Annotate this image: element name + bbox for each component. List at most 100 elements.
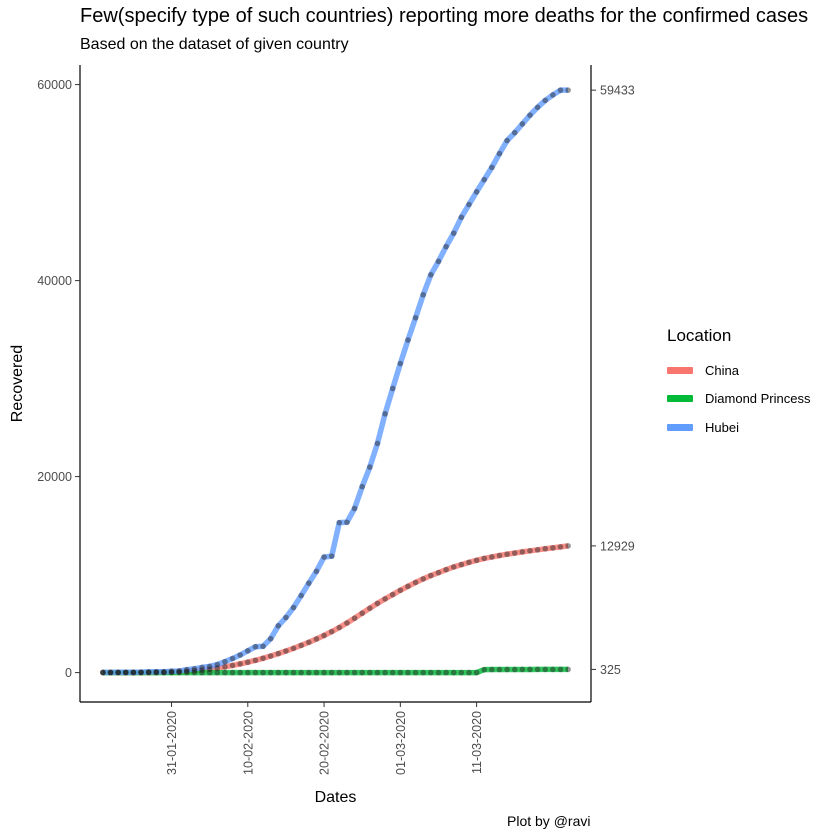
data-point-diamond-princess — [229, 669, 236, 676]
chart-title: Few(specify type of such countries) repo… — [80, 5, 809, 27]
data-point-china — [420, 576, 427, 582]
data-point-diamond-princess — [100, 669, 106, 676]
data-point-china — [458, 561, 465, 568]
data-point-china — [298, 642, 304, 649]
data-point-china — [244, 659, 251, 666]
data-point-diamond-princess — [481, 666, 488, 673]
data-point-china — [267, 653, 274, 659]
data-point-diamond-princess — [115, 669, 121, 676]
data-point-hubei — [306, 580, 312, 586]
data-point-diamond-princess — [489, 666, 495, 673]
data-point-china — [122, 669, 129, 676]
data-point-diamond-princess — [389, 669, 396, 676]
data-point-hubei — [557, 87, 564, 93]
y-tick-label: 0 — [65, 666, 72, 680]
data-point-diamond-princess — [450, 669, 457, 676]
legend: Location China Diamond Princess Hubei — [667, 326, 811, 442]
x-tick-label: 20-02-2020 — [318, 711, 332, 775]
data-point-china — [374, 600, 381, 607]
data-point-hubei — [344, 519, 350, 526]
data-point-diamond-princess — [336, 669, 343, 676]
data-point-china — [359, 610, 365, 617]
x-axis-title: Dates — [315, 789, 357, 806]
data-point-china — [206, 666, 213, 672]
series-line-hubei — [102, 87, 569, 676]
data-point-diamond-princess — [199, 669, 205, 676]
data-point-hubei — [214, 661, 221, 668]
data-point-diamond-princess — [130, 669, 137, 676]
data-point-china — [290, 645, 297, 652]
data-point-china — [222, 664, 228, 670]
data-point-hubei — [260, 643, 266, 650]
data-point-china — [519, 549, 526, 555]
data-point-china — [199, 667, 205, 673]
y-tick-label: 40000 — [37, 274, 72, 288]
data-point-china — [115, 669, 121, 676]
data-point-diamond-princess — [122, 669, 129, 676]
data-point-hubei — [290, 604, 297, 611]
data-point-china — [367, 605, 373, 612]
data-point-china — [107, 669, 114, 676]
x-tick-label: 11-03-2020 — [470, 711, 484, 774]
data-points — [100, 87, 571, 676]
legend-item-hubei: Hubei — [667, 413, 811, 442]
data-point-china — [412, 579, 419, 586]
data-point-hubei — [550, 92, 556, 98]
x-axis-ticks: 31-01-2020 10-02-2020 20-02-2020 01-03-2020… — [165, 702, 484, 775]
data-point-hubei — [252, 643, 259, 650]
data-point-hubei — [138, 669, 144, 675]
data-point-hubei — [443, 243, 449, 250]
legend-title: Location — [667, 326, 732, 345]
data-point-hubei — [412, 314, 419, 321]
data-point-hubei — [229, 655, 236, 662]
y-axis-title: Recovered — [9, 345, 26, 422]
data-point-hubei — [176, 668, 182, 674]
data-point-diamond-princess — [466, 669, 472, 676]
data-point-hubei — [466, 201, 472, 208]
data-point-china — [534, 547, 541, 553]
data-point-hubei — [237, 652, 243, 658]
data-point-diamond-princess — [168, 669, 175, 676]
data-point-china — [252, 657, 259, 664]
data-point-china — [405, 583, 411, 590]
data-point-china — [336, 624, 343, 631]
data-point-china — [397, 587, 404, 594]
data-point-china — [527, 547, 533, 554]
data-point-hubei — [428, 271, 434, 278]
data-point-china — [328, 628, 335, 635]
y-axis-ticks: 0 20000 40000 60000 — [37, 78, 80, 680]
data-point-diamond-princess — [283, 669, 289, 676]
data-point-china — [435, 569, 442, 576]
data-point-china — [489, 554, 495, 560]
data-point-china — [153, 669, 160, 676]
data-point-china — [496, 552, 503, 559]
data-point-diamond-princess — [328, 669, 335, 676]
data-point-diamond-princess — [214, 669, 221, 676]
data-point-china — [161, 669, 167, 676]
data-point-china — [565, 543, 571, 549]
end-value-label: 59433 — [600, 84, 635, 98]
data-point-hubei — [199, 664, 205, 671]
legend-item-diamond-princess: Diamond Princess — [667, 385, 811, 414]
y-tick-label: 60000 — [37, 78, 72, 92]
data-point-hubei — [527, 112, 533, 118]
data-point-hubei — [496, 150, 503, 157]
data-point-diamond-princess — [557, 666, 564, 673]
data-point-hubei — [206, 663, 213, 670]
data-point-china — [260, 655, 266, 662]
data-point-diamond-princess — [183, 669, 190, 676]
data-point-china — [313, 636, 320, 642]
data-point-hubei — [519, 121, 526, 127]
data-point-diamond-princess — [443, 669, 449, 676]
data-point-diamond-princess — [519, 666, 526, 673]
data-point-diamond-princess — [153, 669, 160, 676]
data-point-hubei — [359, 483, 365, 490]
data-point-diamond-princess — [420, 669, 427, 676]
data-point-hubei — [161, 668, 167, 675]
end-value-label: 325 — [600, 663, 621, 677]
data-point-hubei — [397, 360, 404, 367]
data-point-hubei — [511, 129, 518, 136]
data-point-hubei — [222, 658, 228, 665]
data-point-hubei — [458, 214, 465, 221]
